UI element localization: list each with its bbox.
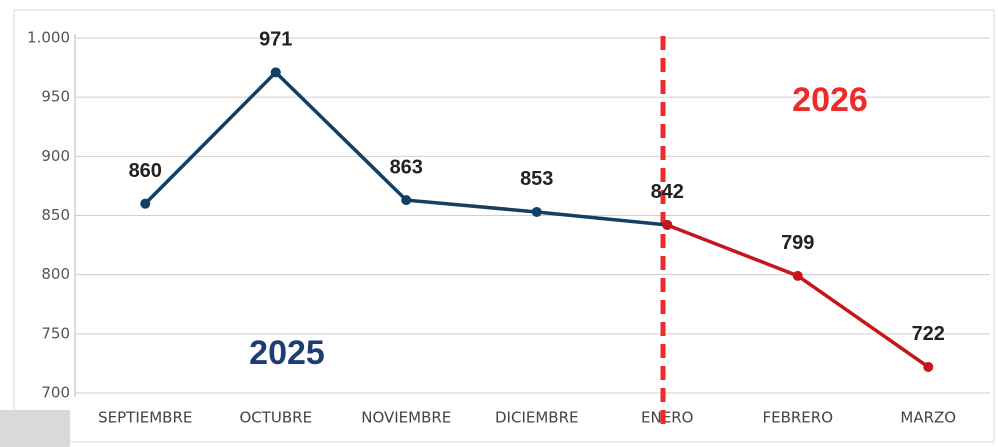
frame: [13, 9, 995, 443]
data-label: 722: [912, 323, 945, 345]
y-tick-label: 700: [41, 384, 70, 402]
x-tick-label: NOVIEMBRE: [361, 409, 451, 427]
x-tick-label: ENERO: [641, 409, 693, 427]
data-label: 853: [520, 168, 553, 190]
grid: 700 750 800 850 900 950 1.000 SEPTIEMBRE OCTUBRE…: [27, 29, 990, 427]
data-label: 842: [651, 181, 684, 203]
y-tick-label: 1.000: [27, 29, 70, 47]
y-tick-label: 750: [41, 324, 70, 342]
year-annotation: 2026: [792, 81, 868, 119]
marks: 860 971 863 853 842 799 722: [129, 29, 945, 372]
data-point: [792, 270, 803, 281]
y-tick-label: 900: [41, 147, 70, 165]
data-label: 860: [129, 160, 162, 182]
x-tick-label: OCTUBRE: [239, 409, 312, 427]
year-annotation: 2025: [249, 334, 325, 372]
x-tick-label: FEBRERO: [762, 409, 833, 427]
data-point: [140, 198, 151, 209]
y-tick-label: 800: [41, 265, 70, 283]
corner-block: [0, 410, 70, 447]
data-point: [662, 219, 673, 230]
data-point: [531, 206, 542, 217]
x-tick-label: SEPTIEMBRE: [98, 409, 192, 427]
data-label: 971: [259, 29, 292, 51]
x-tick-label: DICIEMBRE: [495, 409, 578, 427]
data-point: [270, 67, 281, 78]
y-tick-label: 850: [41, 206, 70, 224]
data-label: 799: [781, 232, 814, 254]
data-point: [401, 195, 412, 206]
data-point: [923, 361, 934, 372]
x-tick-label: MARZO: [900, 409, 956, 427]
y-tick-label: 950: [41, 88, 70, 106]
data-label: 863: [390, 156, 423, 178]
